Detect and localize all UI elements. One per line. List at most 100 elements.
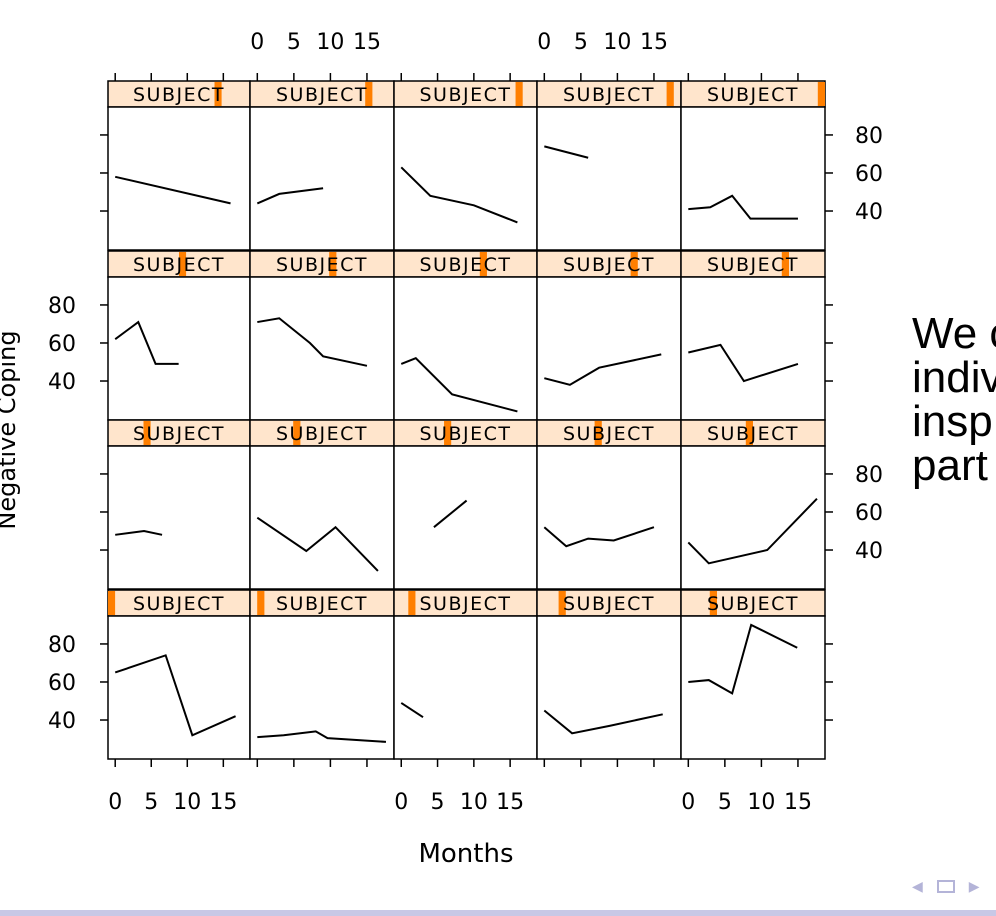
x-tick-label: 0: [537, 30, 551, 55]
x-tick-label: 10: [173, 790, 201, 815]
panel: [249, 106, 395, 251]
panel: [536, 615, 682, 760]
series-line: [543, 709, 663, 735]
y-tick-label: 40: [855, 200, 883, 225]
series-line: [256, 516, 379, 572]
strip-label: SUBJECT: [133, 254, 225, 276]
x-tick-label: 10: [603, 30, 631, 55]
y-axis-label: Negative Coping: [0, 330, 21, 529]
strip-level-indicator: [558, 591, 566, 615]
series-line: [114, 654, 236, 737]
strip-level-indicator: [214, 82, 222, 106]
strip-level-indicator: [408, 591, 416, 615]
strip-label: SUBJECT: [276, 84, 368, 106]
panel: [249, 276, 395, 421]
panel: [680, 276, 826, 421]
y-tick-label: 60: [48, 671, 76, 696]
strip-label: SUBJECT: [420, 423, 512, 445]
panel: [107, 615, 251, 760]
strip-label: SUBJECT: [276, 254, 368, 276]
strip: [107, 80, 251, 108]
x-axis-label: Months: [418, 839, 513, 869]
x-tick-label: 15: [496, 790, 524, 815]
series-line: [688, 623, 798, 695]
strip: [393, 80, 538, 108]
beamer-navigation: ◀ ▶: [912, 878, 980, 895]
x-tick-label: 5: [144, 790, 158, 815]
strip-label: SUBJECT: [563, 593, 655, 615]
x-tick-label: 10: [747, 790, 775, 815]
series-line: [256, 187, 324, 205]
x-tick-label: 10: [316, 30, 344, 55]
panel: [536, 276, 682, 421]
next-slide-icon[interactable]: ▶: [968, 878, 980, 894]
panel: [393, 276, 538, 421]
panel: [249, 615, 395, 760]
strip-level-indicator: [108, 591, 116, 615]
y-tick-label: 40: [855, 539, 883, 564]
strip-label: SUBJECT: [563, 254, 655, 276]
panel: [680, 445, 826, 590]
strip-label: SUBJECT: [707, 593, 799, 615]
series-line: [400, 702, 424, 719]
panel: [536, 445, 682, 590]
strip-level-indicator: [666, 82, 674, 106]
series-line: [114, 175, 231, 205]
series-line: [688, 194, 798, 220]
series-line: [400, 357, 518, 413]
strip-label: SUBJECT: [563, 84, 655, 106]
strip-label: SUBJECT: [563, 423, 655, 445]
strip-label: SUBJECT: [707, 423, 799, 445]
x-tick-label: 15: [353, 30, 381, 55]
y-tick-label: 60: [855, 501, 883, 526]
frame-icon[interactable]: [936, 880, 955, 893]
prev-slide-icon[interactable]: ◀: [912, 878, 923, 894]
y-tick-label: 80: [855, 463, 883, 488]
slide-text-line: indiv: [912, 353, 996, 402]
series-line: [257, 730, 387, 743]
strip-level-indicator: [479, 252, 487, 276]
panel: [536, 106, 682, 251]
y-tick-label: 80: [855, 124, 883, 149]
y-tick-label: 60: [855, 162, 883, 187]
panel: [393, 615, 538, 760]
x-tick-label: 15: [640, 30, 668, 55]
series-line: [115, 529, 163, 536]
panel: [107, 276, 251, 421]
panel: [680, 106, 826, 251]
x-tick-label: 0: [394, 790, 408, 815]
footer-bar: [0, 910, 996, 916]
strip-level-indicator: [594, 421, 602, 445]
x-tick-label: 5: [574, 30, 588, 55]
series-line: [544, 145, 589, 159]
strip-level-indicator: [630, 252, 638, 276]
strip-level-indicator: [329, 252, 337, 276]
strip-level-indicator: [709, 591, 717, 615]
series-line: [433, 499, 468, 528]
strip-level-indicator: [444, 421, 452, 445]
strip: [536, 250, 682, 278]
strip-level-indicator: [781, 252, 789, 276]
strip-level-indicator: [365, 82, 373, 106]
y-tick-label: 60: [48, 332, 76, 357]
y-tick-label: 80: [48, 633, 76, 658]
x-tick-label: 15: [784, 790, 812, 815]
series-line: [687, 497, 818, 565]
strip-level-indicator: [293, 421, 301, 445]
strip-label: SUBJECT: [707, 84, 799, 106]
series-line: [400, 166, 518, 224]
x-tick-label: 5: [718, 790, 732, 815]
panel: [680, 615, 826, 760]
x-tick-label: 0: [108, 790, 122, 815]
strip-level-indicator: [143, 421, 151, 445]
strip-label: SUBJECT: [420, 254, 512, 276]
series-line: [688, 343, 799, 383]
y-tick-label: 40: [48, 709, 76, 734]
strip-label: SUBJECT: [133, 84, 225, 106]
strip-level-indicator: [515, 82, 523, 106]
strip-label: SUBJECT: [420, 593, 512, 615]
series-line: [257, 317, 368, 367]
x-tick-label: 0: [681, 790, 695, 815]
strip: [393, 419, 538, 447]
